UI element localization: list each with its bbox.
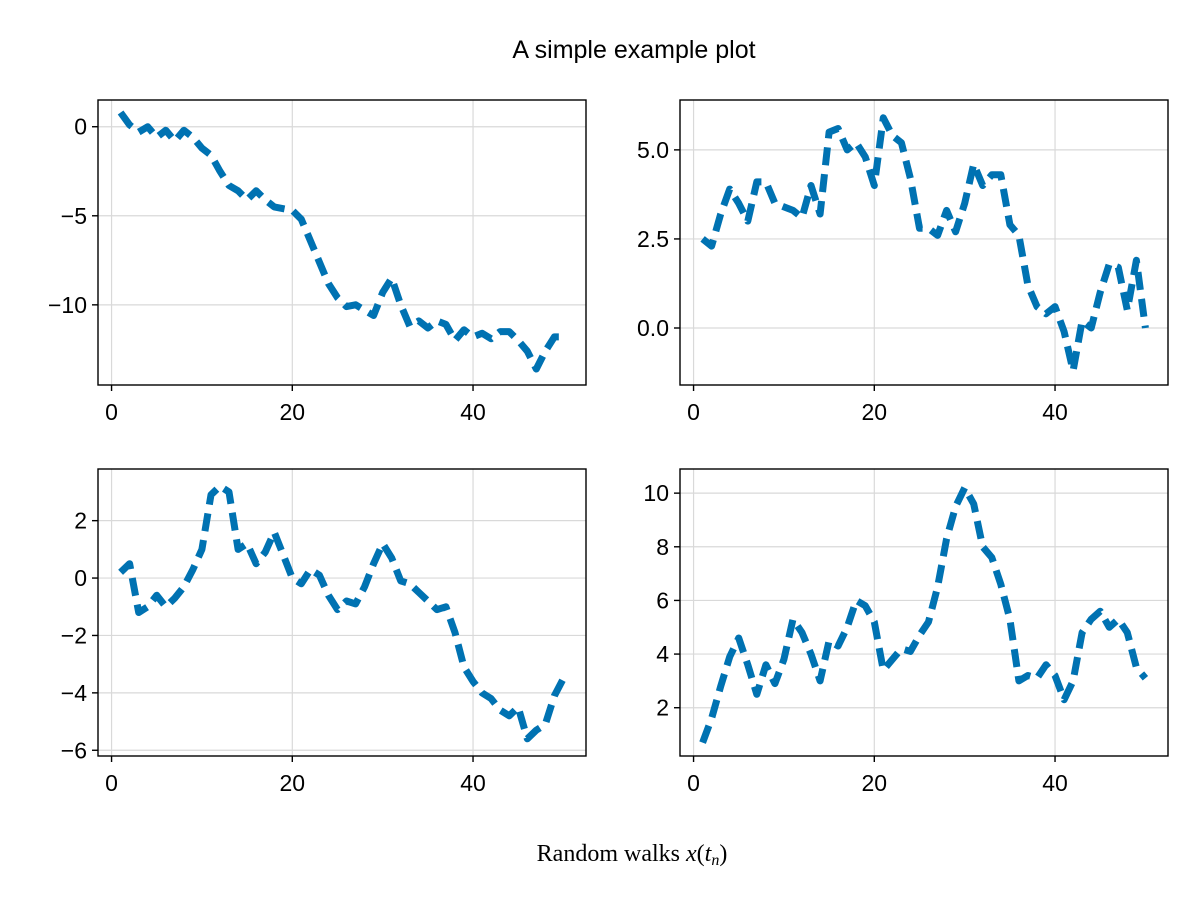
panel-top-left: 0 20 40 0 −5 −10	[48, 99, 587, 425]
y-tick-label: 0	[74, 565, 87, 591]
x-tick-label: 0	[687, 399, 700, 425]
xlabel-t: t	[705, 841, 713, 867]
x-tick-label: 40	[1042, 770, 1068, 796]
x-tick-label: 40	[460, 770, 486, 796]
x-tick-label: 0	[687, 770, 700, 796]
y-tick-label: −6	[61, 737, 87, 763]
axes-frame	[679, 99, 1169, 386]
xlabel-variable: x	[685, 841, 697, 867]
x-tick-label: 20	[279, 770, 305, 796]
x-tick-label: 0	[105, 399, 118, 425]
axes-frame	[679, 468, 1169, 757]
panel-top-right: 0 20 40 5.0 2.5 0.0	[637, 99, 1169, 425]
y-tick-label: 0.0	[637, 315, 669, 341]
series-line	[700, 114, 1149, 375]
x-tick-label: 20	[861, 399, 887, 425]
xlabel-prefix: Random walks	[537, 841, 686, 867]
x-tick-label: 40	[1042, 399, 1068, 425]
xlabel-close-paren: )	[719, 841, 727, 867]
panel-bottom-right: 0 20 40 10 8 6 4 2	[643, 468, 1169, 796]
x-tick-label: 20	[279, 399, 305, 425]
y-tick-label: 2	[74, 508, 87, 534]
xlabel-open-paren: (	[697, 841, 705, 867]
series-line	[699, 484, 1149, 744]
y-tick-label: −10	[48, 292, 87, 318]
y-tick-label: −2	[61, 622, 87, 648]
series-line	[117, 110, 564, 373]
y-tick-label: 4	[656, 641, 669, 667]
axes-frame	[97, 468, 587, 757]
y-tick-label: 0	[74, 114, 87, 140]
y-tick-label: −4	[61, 680, 87, 706]
y-tick-label: 2	[656, 695, 669, 721]
y-tick-label: 6	[656, 587, 669, 613]
figure-title: A simple example plot	[512, 36, 755, 64]
series-line	[118, 482, 567, 743]
y-tick-label: 2.5	[637, 226, 669, 252]
y-tick-label: 8	[656, 534, 669, 560]
x-tick-label: 20	[861, 770, 887, 796]
x-tick-label: 0	[105, 770, 118, 796]
xlabel-subscript: n	[711, 852, 719, 869]
y-tick-label: 5.0	[637, 137, 669, 163]
x-tick-label: 40	[460, 399, 486, 425]
figure-xlabel: Random walks x(tn)	[537, 841, 728, 869]
axes-frame	[97, 99, 587, 386]
y-tick-label: 10	[643, 480, 669, 506]
y-tick-label: −5	[61, 203, 87, 229]
